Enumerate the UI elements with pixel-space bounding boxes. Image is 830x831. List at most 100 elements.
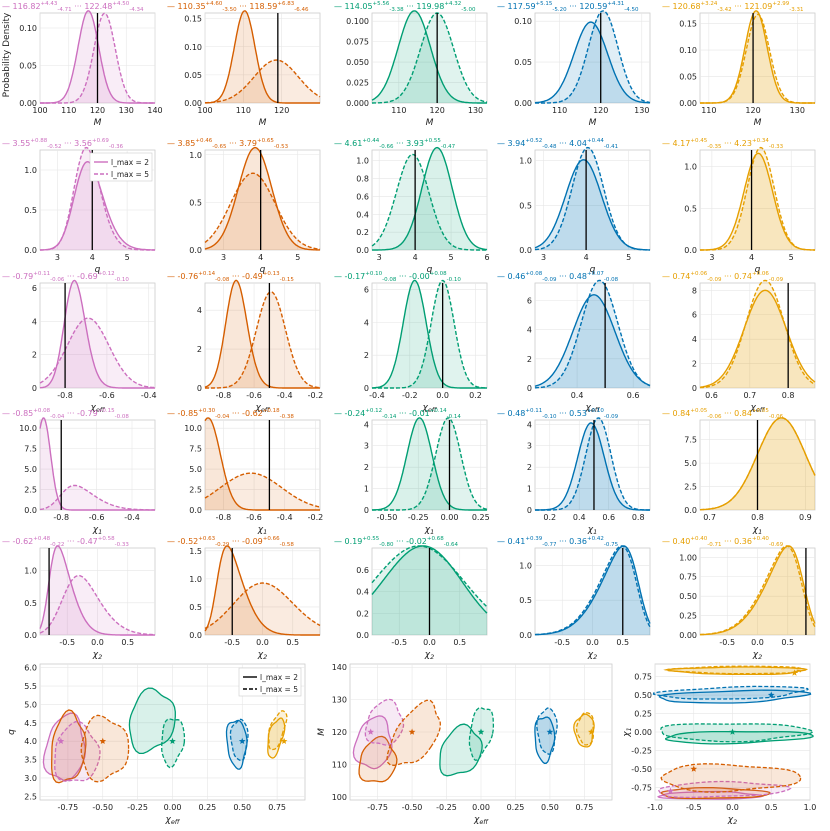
y-tick-label: 0.05 <box>19 62 37 71</box>
x-tick-label: 0.50 <box>541 803 559 812</box>
kde-fill-lmax2 <box>535 22 650 104</box>
kde-panel-chi_eff-2: -0.8 -0.6 -0.4 -0.2 0 2 4 χeff — -0.76+0.14-0.08… <box>167 271 323 414</box>
kde-line-lmax2 <box>204 279 320 389</box>
kde-fill-lmax5 <box>535 147 650 250</box>
kde-line-lmax5 <box>204 472 321 508</box>
kde-panel-chi_eff-3: -0.4 -0.2 0.0 0.2 0 2 4 6 χeff — -0.17+0.10-0.08 … <box>334 271 488 414</box>
truth-star <box>99 737 107 744</box>
x-tick-label: -0.4 <box>277 513 293 522</box>
x-tick-label: 0.5 <box>616 638 629 647</box>
kde-fill-lmax5 <box>40 575 155 635</box>
x-tick-label: 1.0 <box>804 803 817 812</box>
y-tick-label: 0.10 <box>19 24 37 33</box>
y-tick-label: 4 <box>527 420 532 429</box>
kde-panel-chi1-1: -0.8 -0.6 -0.4 0.0 2.5 5.0 7.5 10.0 χ1 — -0.85+0.… <box>2 408 156 536</box>
kde-fill-lmax2 <box>205 147 320 250</box>
x-tick-label: 0.25 <box>472 513 490 522</box>
contour-lmax5 <box>657 780 792 799</box>
y-tick-label: 6 <box>364 286 369 295</box>
contour-lmax5 <box>267 710 288 751</box>
legend-solid-label: l_max = 2 <box>111 158 149 167</box>
panel-title: — -0.62+0.48-0.22 ··· -0.47+0.58-0.33 <box>2 536 129 548</box>
x-tick-label: -0.4 <box>369 391 385 400</box>
y-tick-label: 5.0 <box>684 459 697 468</box>
kde-fill-lmax5 <box>205 173 320 250</box>
x-tick-label: -0.6 <box>99 391 115 400</box>
x-tick-label: -0.6 <box>246 391 262 400</box>
contour-lmax2 <box>573 713 595 748</box>
y-tick-label: 0.15 <box>184 15 202 24</box>
kde-fill-lmax5 <box>700 14 815 103</box>
kde-line-lmax2 <box>39 279 155 389</box>
truth-star <box>667 787 674 794</box>
truth-star <box>280 737 288 744</box>
x-tick-label: 5 <box>295 253 300 262</box>
kde-line-lmax2 <box>371 545 488 614</box>
y-tick-label: 120 <box>332 728 347 737</box>
x-tick-label: 120 <box>593 106 608 115</box>
kde-panel-M-2: 100 110 120 0.00 0.05 0.10 0.15 M — 110.35+4.60-… <box>167 1 321 128</box>
kde-fill-lmax5 <box>535 417 650 510</box>
panel-frame <box>371 149 488 251</box>
y-tick-label: 4.5 <box>24 719 37 728</box>
y-tick-label: 0.4 <box>356 210 369 219</box>
kde-panel-chi1-2: -0.8 -0.6 -0.4 -0.2 0.0 2.5 5.0 7.5 10.0 χ1 — -0.8… <box>167 408 323 536</box>
y-tick-label: 1.0 <box>24 166 37 175</box>
kde-fill-lmax2 <box>535 159 650 250</box>
truth-star <box>477 728 485 735</box>
kde-fill-lmax2 <box>372 10 487 103</box>
x-tick-label: 0.7 <box>743 391 756 400</box>
kde-panel-q-4: 3 4 5 0.0 0.5 1.0 q — 3.94+0.52-0.48 ··· 4.04+0… <box>497 138 651 275</box>
kde-fill-lmax2 <box>372 147 487 250</box>
kde-line-lmax2 <box>204 146 320 251</box>
panel-title: — -0.85+0.08-0.04 ··· -0.79+0.15-0.08 <box>2 408 129 420</box>
truth-star <box>690 765 698 772</box>
x-tick-label: 0.0 <box>256 638 269 647</box>
kde-panel-chi1-3: -0.50 -0.25 0.00 0.25 0 1 2 3 4 χ1 — -0.24+0.12-0.… <box>334 408 490 536</box>
x-axis-label: χ1 <box>92 525 102 536</box>
x-tick-label: 0.0 <box>423 638 436 647</box>
x-tick-label: -0.4 <box>277 391 293 400</box>
x-axis-label: χ2 <box>257 650 267 661</box>
panel-title: — -0.79+0.11-0.06 ··· -0.69+0.12-0.10 <box>2 271 129 283</box>
panel-title: — 4.17+0.45-0.35 ··· 4.23+0.34-0.33 <box>662 138 784 150</box>
kde-panel-chi2-4: -0.5 0.0 0.5 0.0 0.5 1.0 χ2 — 0.41+0.39-0.77 ··… <box>497 536 651 661</box>
y-axis-label: q <box>7 729 17 735</box>
y-tick-label: -0.75 <box>631 783 652 792</box>
kde-line-lmax5 <box>39 574 155 636</box>
kde-line-lmax5 <box>40 146 155 251</box>
panel-title: — 0.19+0.55-0.80 ··· -0.02+0.68-0.64 <box>334 536 458 548</box>
y-tick-label: 7.5 <box>24 445 37 454</box>
y-tick-label: 4 <box>32 317 37 326</box>
x-tick-label: 0.5 <box>765 803 778 812</box>
x-tick-label: -0.8 <box>216 513 232 522</box>
kde-fill-lmax2 <box>205 417 320 510</box>
contour-lmax5 <box>468 707 495 761</box>
x-tick-label: 0.75 <box>268 803 286 812</box>
contour-lmax2 <box>225 719 248 770</box>
legend-dashed-label: l_max = 5 <box>111 170 149 179</box>
x-tick-label: 0.6 <box>627 391 640 400</box>
x-axis-label: χ1 <box>257 525 267 536</box>
y-tick-label: 0.5 <box>189 603 202 612</box>
x-tick-label: 4 <box>413 253 418 262</box>
x-tick-label: 0.6 <box>602 513 615 522</box>
x-tick-label: 0.7 <box>703 513 716 522</box>
kde-line-lmax5 <box>699 545 816 636</box>
y-tick-label: 0.50 <box>634 691 652 700</box>
panel-title: — 116.82+4.43-4.71 ··· 122.48+4.50-4.34 <box>2 1 144 13</box>
truth-star <box>729 728 736 735</box>
x-tick-label: -0.4 <box>141 391 157 400</box>
x-axis-label: M <box>754 118 762 128</box>
kde-fill-lmax5 <box>700 147 815 250</box>
panel-title: — 3.85+0.46-0.65 ··· 3.79+0.65-0.53 <box>167 138 289 150</box>
truth-star <box>767 691 775 698</box>
x-tick-label: 0.25 <box>198 803 216 812</box>
x-axis-label: χeff <box>164 815 180 826</box>
y-tick-label: 0.75 <box>634 673 652 682</box>
panel-frame <box>371 419 488 511</box>
y-tick-label: 2.5 <box>684 483 697 492</box>
y-tick-label: 0.050 <box>346 58 369 67</box>
x-axis-label: q <box>755 265 761 275</box>
kde-line-lmax5 <box>534 545 651 636</box>
